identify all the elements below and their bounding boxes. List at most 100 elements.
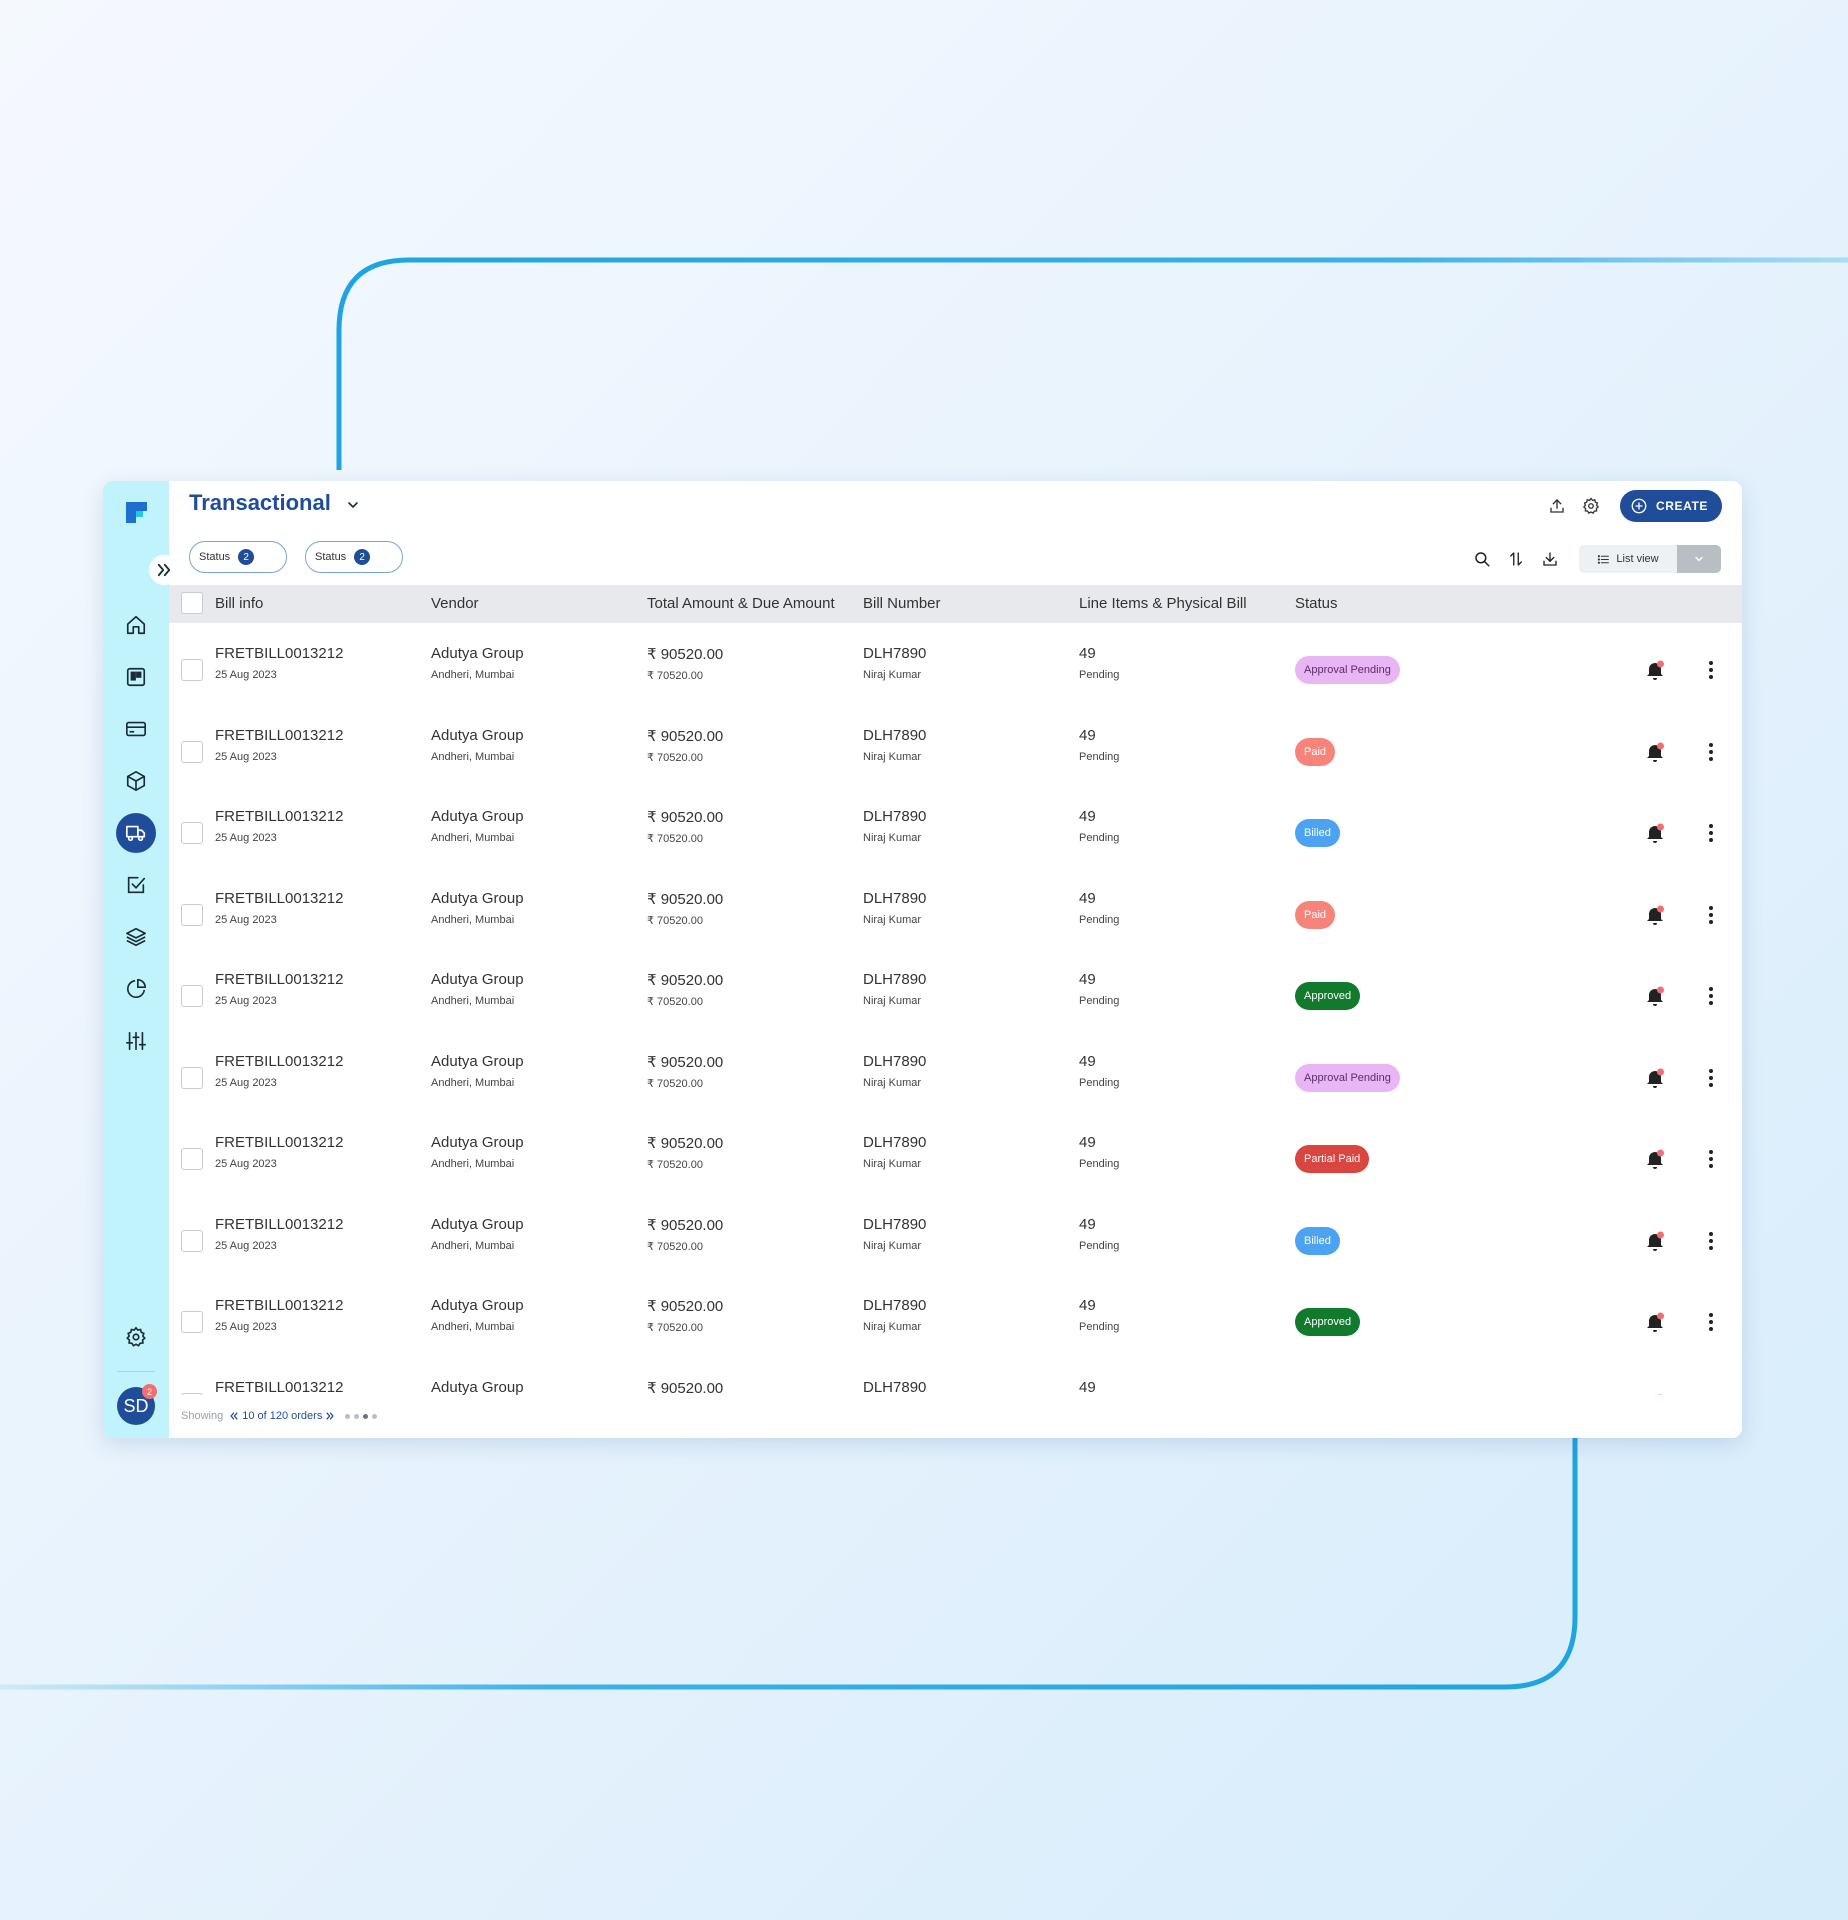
app-logo-icon[interactable] xyxy=(124,500,149,525)
download-button[interactable] xyxy=(1533,543,1567,575)
more-vertical-icon[interactable] xyxy=(1705,1145,1717,1173)
more-vertical-icon[interactable] xyxy=(1705,656,1717,684)
bill-id[interactable]: FRETBILL0013212 xyxy=(215,808,344,825)
row-checkbox[interactable] xyxy=(181,822,203,844)
table-row[interactable]: FRETBILL0013212 25 Aug 2023 Adutya Group An… xyxy=(169,1194,1742,1276)
bell-icon[interactable] xyxy=(1643,903,1667,927)
bill-id[interactable]: FRETBILL0013212 xyxy=(215,1297,344,1314)
bill-id[interactable]: FRETBILL0013212 xyxy=(215,971,344,988)
layers-icon xyxy=(126,927,146,947)
more-vertical-icon[interactable] xyxy=(1705,1227,1717,1255)
bill-id[interactable]: FRETBILL0013212 xyxy=(215,1052,344,1070)
bill-id[interactable]: FRETBILL0013212 xyxy=(215,889,344,907)
more-vertical-icon[interactable] xyxy=(1705,1390,1717,1395)
bill-number: DLH7890 xyxy=(863,971,927,988)
sort-button[interactable] xyxy=(1499,543,1533,575)
table-row[interactable]: FRETBILL0013212 25 Aug 2023 Adutya Group An… xyxy=(169,1275,1742,1357)
sidebar-item-settings[interactable] xyxy=(116,1317,156,1357)
bell-icon[interactable] xyxy=(1643,1392,1667,1396)
row-checkbox[interactable] xyxy=(181,659,203,681)
view-selector[interactable]: List view xyxy=(1579,545,1721,573)
bill-number: DLH7890 xyxy=(863,808,927,825)
sidebar-item-payments[interactable] xyxy=(116,709,156,749)
table-row[interactable]: FRETBILL0013212 25 Aug 2023 Adutya Group An… xyxy=(169,705,1742,787)
header-actions: CREATE xyxy=(1540,490,1722,522)
bill-number: DLH7890 xyxy=(863,1134,927,1151)
status-badge: Paid xyxy=(1295,900,1336,929)
bell-icon[interactable] xyxy=(1643,1147,1667,1171)
row-checkbox[interactable] xyxy=(181,903,203,926)
column-header-bill-number[interactable]: Bill Number xyxy=(863,595,941,612)
line-items-count: 49 xyxy=(1079,1297,1096,1314)
bell-icon[interactable] xyxy=(1643,821,1667,845)
bill-id[interactable]: FRETBILL0013212 xyxy=(215,1134,344,1151)
page-dots[interactable] xyxy=(345,1413,378,1419)
row-checkbox[interactable] xyxy=(181,1229,203,1252)
create-button[interactable]: CREATE xyxy=(1619,490,1722,522)
sidebar-item-board[interactable] xyxy=(116,657,156,697)
column-header-amount[interactable]: Total Amount & Due Amount xyxy=(647,595,835,612)
total-amount: ₹ 90520.00 xyxy=(647,972,724,989)
column-header-bill-info[interactable]: Bill info xyxy=(215,595,264,612)
bell-icon[interactable] xyxy=(1643,1066,1667,1090)
bell-icon[interactable] xyxy=(1643,1310,1667,1334)
vendor-location: Andheri, Mumbai xyxy=(431,1076,515,1089)
export-button[interactable] xyxy=(1540,490,1574,522)
sidebar-item-tasks[interactable] xyxy=(116,865,156,905)
view-selector-dropdown[interactable] xyxy=(1677,545,1721,573)
bell-icon[interactable] xyxy=(1643,984,1667,1008)
vendor-location: Andheri, Mumbai xyxy=(431,913,515,926)
table-row[interactable]: FRETBILL0013212 25 Aug 2023 Adutya Group An… xyxy=(169,868,1742,950)
page-title-dropdown[interactable]: Transactional xyxy=(189,490,361,516)
table-row[interactable]: FRETBILL0013212 25 Aug 2023 Adutya Group An… xyxy=(169,949,1742,1031)
bell-icon[interactable] xyxy=(1643,740,1667,764)
more-vertical-icon[interactable] xyxy=(1705,982,1717,1010)
table-row[interactable]: FRETBILL0013212 25 Aug 2023 Adutya Group An… xyxy=(169,623,1742,705)
column-header-status[interactable]: Status xyxy=(1295,595,1338,612)
total-amount: ₹ 90520.00 xyxy=(647,1379,724,1396)
vendor-location: Andheri, Mumbai xyxy=(431,832,515,844)
column-header-vendor[interactable]: Vendor xyxy=(431,595,479,612)
table-row[interactable]: FRETBILL0013212 25 Aug 2023 Adutya Group An… xyxy=(169,1112,1742,1194)
bill-id[interactable]: FRETBILL0013212 xyxy=(215,1378,344,1396)
page-title: Transactional xyxy=(189,490,331,515)
row-checkbox[interactable] xyxy=(181,985,203,1007)
more-vertical-icon[interactable] xyxy=(1705,819,1717,847)
more-vertical-icon[interactable] xyxy=(1705,1308,1717,1336)
due-amount: ₹ 70520.00 xyxy=(647,1077,703,1090)
table-row[interactable]: FRETBILL0013212 25 Aug 2023 Adutya Group An… xyxy=(169,1031,1742,1113)
bill-id[interactable]: FRETBILL0013212 xyxy=(215,726,344,744)
row-checkbox[interactable] xyxy=(181,1311,203,1333)
select-all-checkbox[interactable] xyxy=(181,592,203,614)
bell-icon[interactable] xyxy=(1643,1229,1667,1253)
row-checkbox[interactable] xyxy=(181,1066,203,1089)
gear-icon xyxy=(126,1326,146,1347)
table-row[interactable]: FRETBILL0013212 Adutya Group ₹ 90520.00 DLH… xyxy=(169,1357,1742,1396)
more-vertical-icon[interactable] xyxy=(1705,738,1717,766)
sidebar-item-layers[interactable] xyxy=(116,917,156,957)
search-button[interactable] xyxy=(1465,543,1499,575)
settings-button[interactable] xyxy=(1574,490,1608,522)
column-header-line-items[interactable]: Line Items & Physical Bill xyxy=(1079,595,1247,612)
bell-icon[interactable] xyxy=(1643,658,1667,682)
row-checkbox[interactable] xyxy=(181,740,203,763)
pager[interactable]: 10 of 120 orders xyxy=(229,1410,335,1422)
row-checkbox[interactable] xyxy=(181,1148,203,1170)
sidebar-item-filters[interactable] xyxy=(116,1021,156,1061)
view-selector-label[interactable]: List view xyxy=(1579,545,1677,573)
sidebar-item-transport[interactable] xyxy=(116,813,156,853)
more-vertical-icon[interactable] xyxy=(1705,1064,1717,1092)
filter-chip-status[interactable]: Status 2 xyxy=(305,541,403,573)
sidebar-item-home[interactable] xyxy=(116,605,156,645)
pager-text: 10 of 120 orders xyxy=(242,1410,323,1422)
sidebar-item-reports[interactable] xyxy=(116,969,156,1009)
bill-id[interactable]: FRETBILL0013212 xyxy=(215,645,344,662)
row-checkbox[interactable] xyxy=(181,1392,203,1395)
bill-id[interactable]: FRETBILL0013212 xyxy=(215,1215,344,1233)
sidebar-item-inventory[interactable] xyxy=(116,761,156,801)
table-row[interactable]: FRETBILL0013212 25 Aug 2023 Adutya Group An… xyxy=(169,786,1742,868)
sidebar-expand-button[interactable] xyxy=(149,555,179,585)
filter-chip-status[interactable]: Status 2 xyxy=(189,541,287,573)
total-amount: ₹ 90520.00 xyxy=(647,890,724,908)
more-vertical-icon[interactable] xyxy=(1705,901,1717,929)
